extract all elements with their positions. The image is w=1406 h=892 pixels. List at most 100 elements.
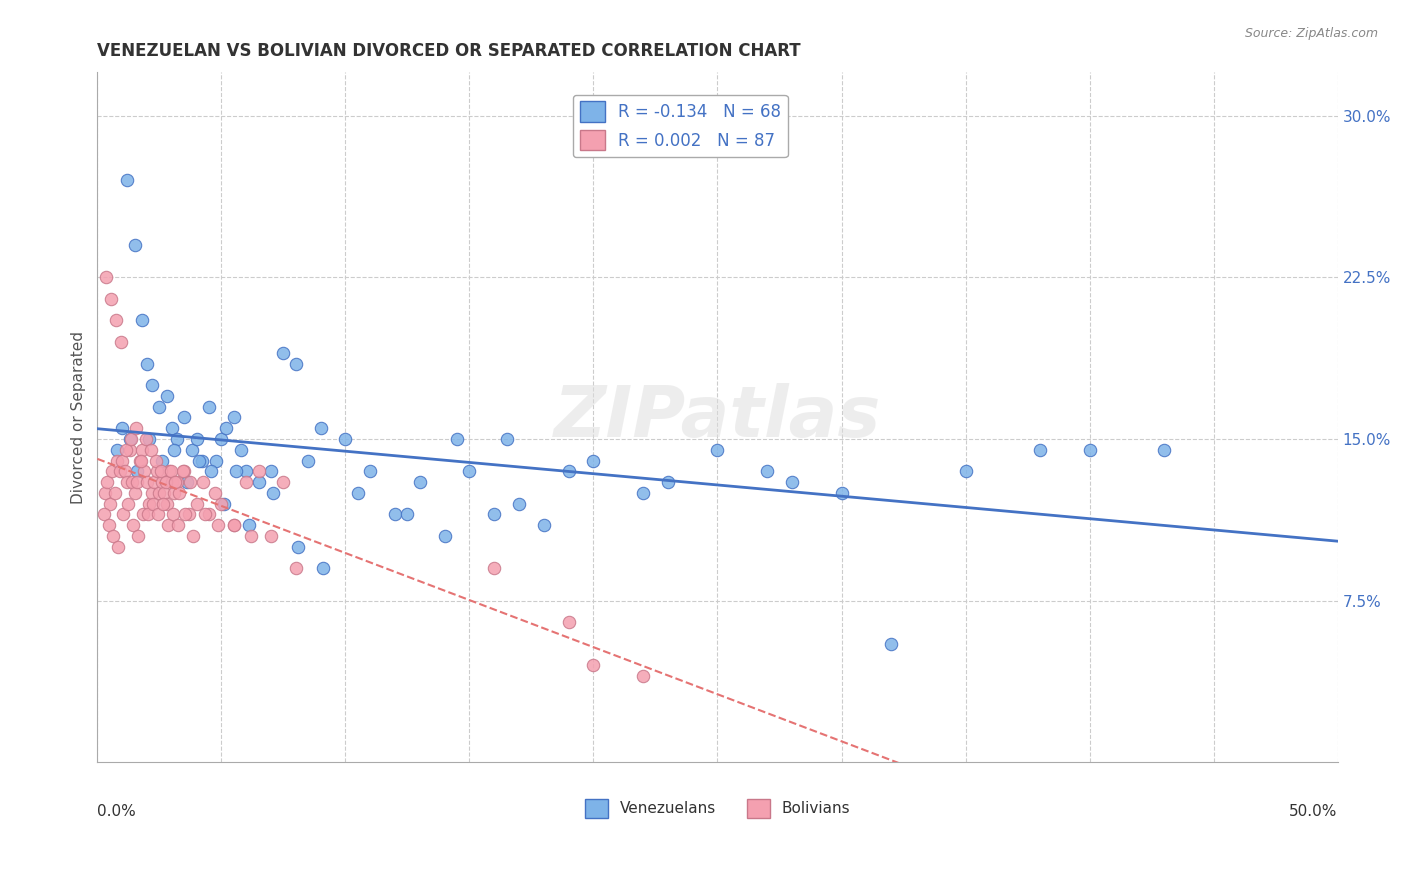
Point — [188, 453, 211, 467]
Point — [100, 292, 122, 306]
Point — [287, 540, 309, 554]
Point — [117, 497, 139, 511]
Point — [149, 464, 172, 478]
Point — [215, 421, 238, 435]
Point — [198, 400, 221, 414]
Text: 0.0%: 0.0% — [97, 804, 136, 819]
Point — [409, 475, 432, 489]
Point — [1078, 442, 1101, 457]
Point — [190, 453, 212, 467]
Point — [152, 497, 174, 511]
Point — [557, 464, 579, 478]
Point — [167, 486, 190, 500]
Point — [165, 475, 187, 489]
Point — [148, 486, 170, 500]
Point — [138, 497, 160, 511]
Point — [180, 442, 202, 457]
Point — [484, 508, 506, 522]
Point — [179, 508, 201, 522]
Point — [657, 475, 679, 489]
Point — [96, 475, 118, 489]
Point — [141, 378, 163, 392]
Point — [157, 518, 180, 533]
Point — [141, 486, 163, 500]
Point — [179, 475, 201, 489]
Point — [93, 508, 115, 522]
Point — [222, 410, 245, 425]
Point — [174, 508, 197, 522]
Point — [212, 497, 235, 511]
Point — [148, 400, 170, 414]
Point — [176, 475, 198, 489]
Point — [205, 453, 228, 467]
Point — [312, 561, 335, 575]
Point — [124, 486, 146, 500]
Point — [114, 464, 136, 478]
Point — [198, 508, 221, 522]
Point — [396, 508, 419, 522]
Point — [238, 518, 260, 533]
Y-axis label: Divorced or Separated: Divorced or Separated — [72, 331, 86, 504]
Point — [157, 464, 180, 478]
Point — [120, 432, 142, 446]
Point — [335, 432, 357, 446]
Point — [156, 497, 179, 511]
Point — [247, 475, 270, 489]
Text: Source: ZipAtlas.com: Source: ZipAtlas.com — [1244, 27, 1378, 40]
Point — [831, 486, 853, 500]
Point — [181, 529, 204, 543]
Point — [240, 529, 263, 543]
Point — [186, 497, 208, 511]
Point — [533, 518, 555, 533]
Point — [122, 518, 145, 533]
Point — [631, 669, 654, 683]
Point — [284, 357, 307, 371]
Point — [94, 486, 117, 500]
Point — [231, 442, 253, 457]
Point — [631, 486, 654, 500]
Point — [297, 453, 319, 467]
Point — [138, 432, 160, 446]
Point — [582, 453, 605, 467]
Point — [173, 464, 195, 478]
Point — [222, 518, 245, 533]
Point — [162, 508, 184, 522]
Point — [247, 464, 270, 478]
Point — [167, 518, 190, 533]
Point — [111, 453, 134, 467]
Point — [134, 464, 156, 478]
Point — [706, 442, 728, 457]
Point — [235, 464, 257, 478]
Point — [207, 518, 229, 533]
Point — [346, 486, 368, 500]
Point — [127, 529, 149, 543]
Point — [495, 432, 517, 446]
Point — [582, 658, 605, 673]
Point — [166, 475, 188, 489]
Point — [142, 497, 165, 511]
Point — [94, 270, 117, 285]
Point — [150, 453, 173, 467]
Point — [263, 486, 285, 500]
Point — [136, 357, 159, 371]
Point — [955, 464, 977, 478]
Point — [1153, 442, 1175, 457]
Text: ZIPatlas: ZIPatlas — [554, 383, 882, 452]
Point — [172, 464, 194, 478]
Point — [209, 497, 232, 511]
Point — [209, 432, 232, 446]
Point — [115, 442, 138, 457]
Point — [1029, 442, 1052, 457]
Point — [156, 389, 179, 403]
Point — [200, 464, 222, 478]
Point — [260, 464, 283, 478]
Point — [194, 508, 217, 522]
Point — [98, 497, 121, 511]
Point — [111, 421, 134, 435]
Point — [273, 345, 295, 359]
Point — [173, 410, 195, 425]
Point — [235, 475, 257, 489]
Point — [104, 313, 127, 327]
Point — [146, 508, 169, 522]
Point — [124, 238, 146, 252]
